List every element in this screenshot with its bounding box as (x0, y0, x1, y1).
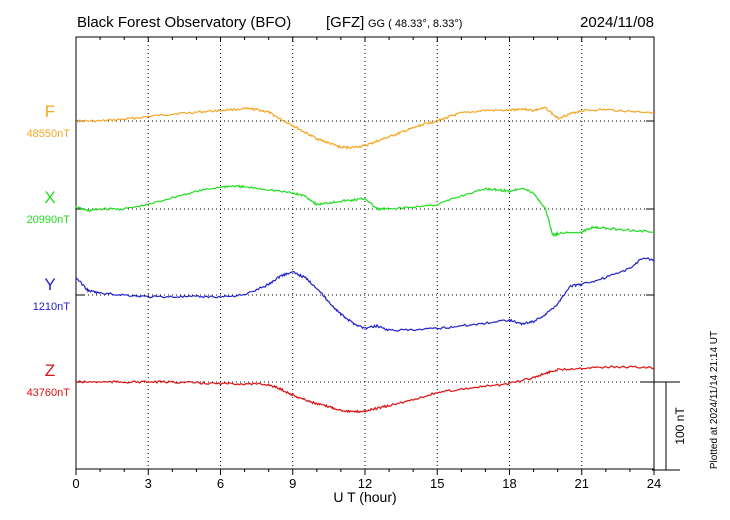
x-tick-label: 6 (217, 476, 224, 491)
series-name-x: X (44, 188, 55, 207)
scale-bar-label: 100 nT (673, 407, 687, 445)
series-baseline-z: 43760nT (27, 387, 71, 399)
x-axis-label: U T (hour) (333, 489, 396, 505)
series-name-y: Y (44, 275, 55, 294)
series-line-y (75, 257, 655, 332)
observatory-title: Black Forest Observatory (BFO) (77, 14, 291, 31)
x-tick-label: 12 (358, 476, 372, 491)
plotted-timestamp: Plotted at 2024/11/14 21:14 UT (709, 331, 720, 469)
series-baseline-x: 20990nT (27, 214, 71, 226)
series-line-f (76, 106, 655, 150)
x-tick-label: 15 (430, 476, 444, 491)
series-layer: F 48550nT X 20990nT Y 1210nT Z 43760nT (27, 102, 655, 414)
x-tick-label: 24 (647, 476, 661, 491)
x-tick-label: 21 (575, 476, 589, 491)
series-name-z: Z (45, 361, 55, 380)
date-label: 2024/11/08 (580, 14, 654, 31)
grid-lines (76, 37, 654, 469)
x-tick-label: 0 (72, 476, 79, 491)
x-axis: 0 3 6 9 12 15 18 21 24 (72, 37, 661, 491)
x-tick-label: 9 (289, 476, 296, 491)
series-line-x (75, 184, 655, 238)
x-tick-label: 3 (145, 476, 152, 491)
series-name-f: F (45, 102, 55, 121)
x-tick-label: 18 (502, 476, 516, 491)
series-baseline-y: 1210nT (33, 301, 71, 313)
series-baseline-f: 48550nT (27, 128, 71, 140)
institute-label: [GFZ] (326, 14, 364, 31)
series-line-z (75, 365, 655, 414)
scale-bar: 100 nT (640, 381, 687, 471)
coordinates-label: GG ( 48.33°, 8.33°) (368, 18, 462, 30)
